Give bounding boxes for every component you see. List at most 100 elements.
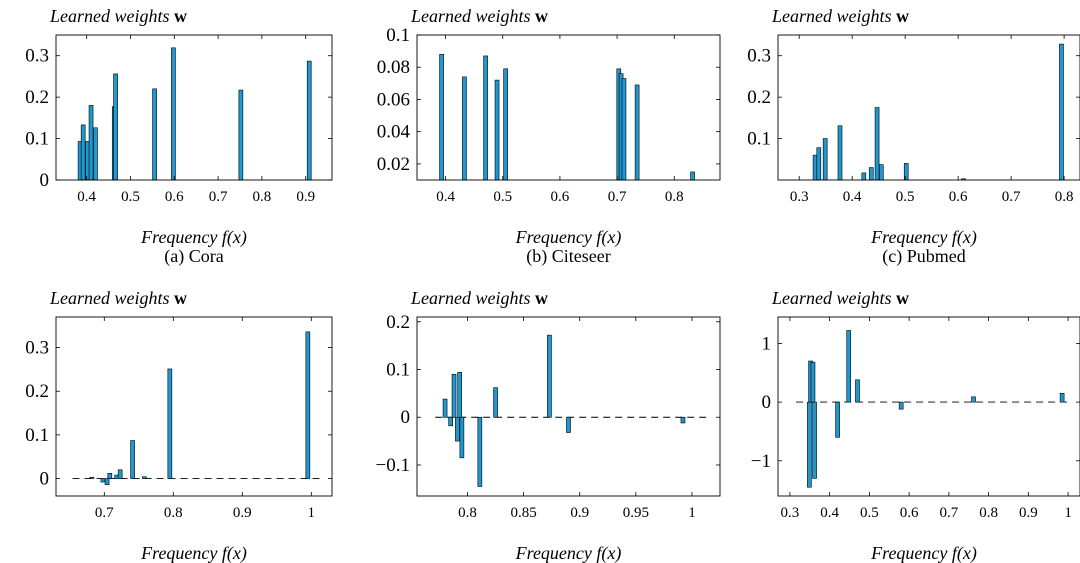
x-tick-label: 0.7 [939,505,958,521]
bar [868,167,874,181]
bar [1059,392,1065,403]
x-axis-title: Frequency f(x) [140,543,247,563]
panel-caption: (a) Cora [164,246,223,267]
bar [439,54,444,181]
y-tick-label: 0.1 [386,360,410,381]
bar [104,478,110,485]
x-tick-label: 0.8 [1055,189,1074,205]
bar [117,469,123,479]
bar [88,105,94,181]
y-axis-symbol: w [535,6,548,26]
bar [113,73,118,181]
plot-frame [55,34,333,181]
bar [238,89,244,181]
x-tick-label: 0.8 [164,505,183,521]
panels: Learned weights w 0.4 0.5 0.6 0.7 0.8 0.9 0 0.1 0… [25,6,1080,563]
bar [100,478,106,483]
y-axis-title: Learned weights w [771,288,909,308]
y-tick-label: 0.3 [747,46,771,67]
y-tick-label: 0 [401,407,411,428]
bar [690,171,695,181]
x-tick-label: 0.6 [551,189,570,205]
x-tick-label: 0.6 [949,189,968,205]
chart-panel: Learned weights w0.3 0.4 0.5 0.6 0.7 0.8 0.1 0.… [747,6,1080,267]
bar [442,398,448,418]
y-tick-label: 0.2 [25,87,49,108]
x-tick-label: 0.9 [296,189,315,205]
bar [142,476,147,479]
y-tick-label: 0 [40,170,50,191]
y-tick-label: −0.1 [376,455,410,476]
x-tick-label: 0.5 [860,505,879,521]
x-axis-title: Frequency f(x) [870,543,977,563]
panel-caption: (c) Pubmed [882,246,965,267]
x-tick-label: 0.8 [979,505,998,521]
bar [971,396,976,403]
y-tick-label: 0 [40,469,50,490]
x-tick-label: 0.7 [1002,189,1021,205]
y-axis-symbol: w [896,6,909,26]
y-tick-label: 0.1 [747,129,771,150]
bar [89,476,95,479]
bar [306,60,312,181]
y-axis-title: Learned weights w [49,288,187,308]
y-tick-label: 0.1 [25,129,49,150]
y-axis-symbol: w [896,288,909,308]
y-tick-label: −1 [751,451,771,472]
x-tick-label: 0.7 [95,505,114,521]
y-tick-label: 0.3 [25,338,49,359]
x-axis-title: Frequency f(x) [140,227,247,248]
plot-frame [777,316,1080,497]
bar [152,88,157,181]
bar [171,47,176,181]
bar [810,361,816,403]
x-tick-label: 0.7 [209,189,228,205]
chart-panel: Learned weights w 0.4 0.5 0.6 0.7 0.8 0.9 0 0.1 0… [25,6,333,267]
chart-panel: Learned weights w 0.7 0.8 0.9 1 0 0.1 0.2 0.3 Fre… [25,288,333,563]
bar [503,68,508,181]
y-tick-label: 0.2 [386,312,410,333]
plot-frame [416,316,721,497]
x-axis-title: Frequency f(x) [515,543,622,563]
x-tick-label: 0.5 [121,189,140,205]
x-tick-label: 0.85 [510,505,536,521]
x-tick-label: 0.8 [665,189,684,205]
y-axis-title: Learned weights w [49,6,187,26]
bar [547,334,552,418]
bar [846,330,852,403]
x-tick-label: 0.4 [77,189,96,205]
y-tick-label: 0.3 [25,46,49,67]
y-tick-label: 0.04 [377,122,411,143]
y-axis-title: Learned weights w [771,6,909,26]
y-tick-label: 1 [762,333,772,354]
x-tick-label: 0.5 [493,189,512,205]
y-axis-symbol: w [174,288,187,308]
chart-panel: Learned weights w 0.8 0.85 0.9 0.95 1 −0.1 0 0.1… [376,288,721,563]
y-tick-label: 0.1 [25,425,49,446]
bar [451,373,457,418]
x-tick-label: 1 [688,505,696,521]
bar [459,416,465,459]
x-tick-label: 0.95 [623,505,649,521]
y-axis-symbol: w [535,288,548,308]
y-tick-label: 0.2 [747,87,771,108]
x-tick-label: 0.5 [896,189,915,205]
x-tick-label: 0.8 [253,189,272,205]
plot-frame [55,316,333,497]
bar [493,387,498,418]
x-tick-label: 0.4 [843,189,862,205]
bar [1059,43,1064,181]
y-axis-symbol: w [174,6,187,26]
plot-frame [777,34,1080,181]
bar [861,172,867,181]
bar [462,76,467,181]
bar [807,401,812,488]
bar [167,368,173,479]
bar [477,416,483,487]
bar [107,472,113,479]
x-tick-label: 0.9 [1019,505,1038,521]
x-tick-label: 0.9 [233,505,252,521]
y-tick-label: 0.08 [377,57,410,78]
bar [566,416,571,433]
